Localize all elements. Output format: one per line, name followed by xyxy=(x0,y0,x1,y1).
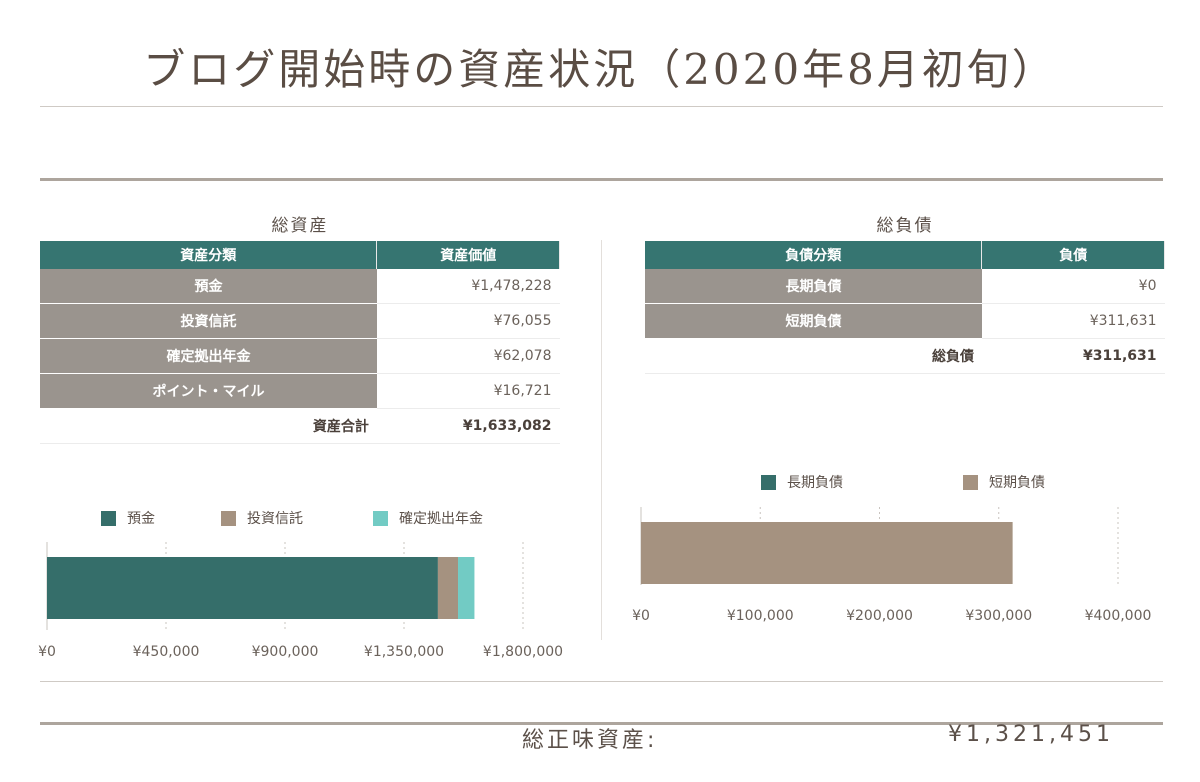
legend-swatch-short-term xyxy=(963,474,978,490)
asset-category: 預金 xyxy=(40,269,377,304)
net-worth-label: 総正味資産: xyxy=(522,728,658,753)
liabilities-total-row: 総負債 ¥311,631 xyxy=(645,338,1165,374)
assets-header-category: 資産分類 xyxy=(40,241,378,269)
x-tick-label: ¥100,000 xyxy=(727,608,794,624)
legend-label: 預金 xyxy=(127,511,155,527)
x-tick-label: ¥1,350,000 xyxy=(364,644,444,660)
liability-category: 長期負債 xyxy=(645,269,982,304)
bar-segment xyxy=(437,557,459,619)
table-row: 預金 ¥1,478,228 xyxy=(40,269,560,304)
liabilities-table: 負債分類 負債 長期負債 ¥0 短期負債 ¥311,631 総負債 ¥311,6… xyxy=(645,241,1165,374)
legend-item: 短期負債 xyxy=(963,472,1045,492)
legend-label: 投資信託 xyxy=(247,511,303,527)
table-row: 投資信託 ¥76,055 xyxy=(40,303,560,339)
liabilities-total-label: 総負債 xyxy=(645,338,982,374)
assets-chart-legend: 預金 投資信託 確定拠出年金 xyxy=(101,508,483,528)
asset-value: ¥62,078 xyxy=(376,338,560,374)
column-divider xyxy=(601,240,602,640)
legend-item: 長期負債 xyxy=(761,472,963,492)
liability-category: 短期負債 xyxy=(645,303,982,339)
assets-header-value: 資産価値 xyxy=(376,241,560,269)
x-tick-label: ¥450,000 xyxy=(133,644,200,660)
asset-value: ¥1,478,228 xyxy=(376,269,560,304)
legend-swatch-investment xyxy=(221,510,236,526)
bottom-divider xyxy=(40,681,1163,682)
legend-item: 投資信託 xyxy=(221,508,373,528)
liabilities-chart-legend: 長期負債 短期負債 xyxy=(761,472,1045,492)
liabilities-header-category: 負債分類 xyxy=(645,241,983,269)
x-tick-label: ¥1,800,000 xyxy=(483,644,563,660)
assets-total-label: 資産合計 xyxy=(40,408,377,444)
legend-swatch-pension xyxy=(373,510,388,526)
title-divider xyxy=(40,106,1163,107)
assets-bar-chart: ¥0 ¥450,000 ¥900,000 ¥1,350,000 ¥1,800,000 xyxy=(38,542,563,660)
bar-segment xyxy=(458,557,475,619)
liability-value: ¥311,631 xyxy=(981,303,1165,339)
assets-table: 資産分類 資産価値 預金 ¥1,478,228 投資信託 ¥76,055 確定拠… xyxy=(40,241,560,444)
asset-value: ¥76,055 xyxy=(376,303,560,339)
asset-category: 投資信託 xyxy=(40,303,377,339)
bar-segment xyxy=(47,557,438,619)
legend-label: 長期負債 xyxy=(787,475,843,491)
assets-section-title: 総資産 xyxy=(271,216,329,236)
legend-label: 短期負債 xyxy=(989,475,1045,491)
asset-category: 確定拠出年金 xyxy=(40,338,377,374)
net-worth-value: ¥1,321,451 xyxy=(948,722,1114,747)
table-row: ポイント・マイル ¥16,721 xyxy=(40,373,560,409)
liabilities-bar-chart: ¥0 ¥100,000 ¥200,000 ¥300,000 ¥400,000 xyxy=(632,507,1152,624)
assets-total-value: ¥1,633,082 xyxy=(376,408,560,444)
asset-value: ¥16,721 xyxy=(376,373,560,409)
asset-category: ポイント・マイル xyxy=(40,373,377,409)
liability-value: ¥0 xyxy=(981,269,1165,304)
table-row: 長期負債 ¥0 xyxy=(645,269,1165,304)
x-tick-label: ¥200,000 xyxy=(846,608,913,624)
legend-swatch-long-term xyxy=(761,474,776,490)
liabilities-total-value: ¥311,631 xyxy=(981,338,1165,374)
net-worth-divider xyxy=(40,722,1163,725)
bar-segment xyxy=(641,522,1013,584)
liabilities-section-title: 総負債 xyxy=(876,216,934,236)
x-tick-label: ¥400,000 xyxy=(1085,608,1152,624)
legend-label: 確定拠出年金 xyxy=(399,511,483,527)
legend-swatch-deposit xyxy=(101,510,116,526)
assets-total-row: 資産合計 ¥1,633,082 xyxy=(40,408,560,444)
legend-item: 確定拠出年金 xyxy=(373,508,483,528)
liabilities-header-value: 負債 xyxy=(981,241,1165,269)
x-tick-label: ¥300,000 xyxy=(965,608,1032,624)
table-row: 確定拠出年金 ¥62,078 xyxy=(40,338,560,374)
x-tick-label: ¥900,000 xyxy=(252,644,319,660)
section-divider-top xyxy=(40,178,1163,181)
page-title: ブログ開始時の資産状況（2020年8月初旬） xyxy=(143,45,1057,94)
x-tick-label: ¥0 xyxy=(632,608,650,624)
x-tick-label: ¥0 xyxy=(38,644,56,660)
legend-item: 預金 xyxy=(101,508,221,528)
table-row: 短期負債 ¥311,631 xyxy=(645,303,1165,339)
